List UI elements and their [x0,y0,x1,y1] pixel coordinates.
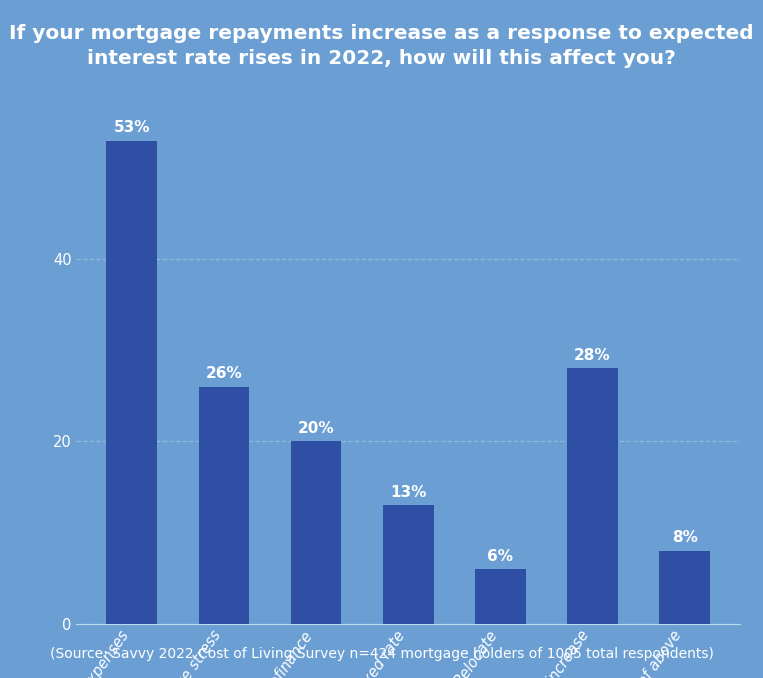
Text: If your mortgage repayments increase as a response to expected
interest rate ris: If your mortgage repayments increase as … [9,24,754,68]
Bar [198,386,250,624]
Text: 28%: 28% [574,348,610,363]
Bar [659,551,710,624]
Text: 26%: 26% [205,366,243,381]
Text: 20%: 20% [298,421,334,436]
Bar [475,569,526,624]
Text: (Source: Savvy 2022 Cost of Living Survey n=424 mortgage holders of 1005 total r: (Source: Savvy 2022 Cost of Living Surve… [50,647,713,661]
Text: 13%: 13% [390,485,427,500]
Text: 53%: 53% [114,120,150,135]
Bar [383,505,433,624]
Text: 6%: 6% [488,549,513,563]
Bar [567,368,618,624]
Bar [107,140,157,624]
Text: 8%: 8% [671,530,697,545]
Bar [291,441,341,624]
